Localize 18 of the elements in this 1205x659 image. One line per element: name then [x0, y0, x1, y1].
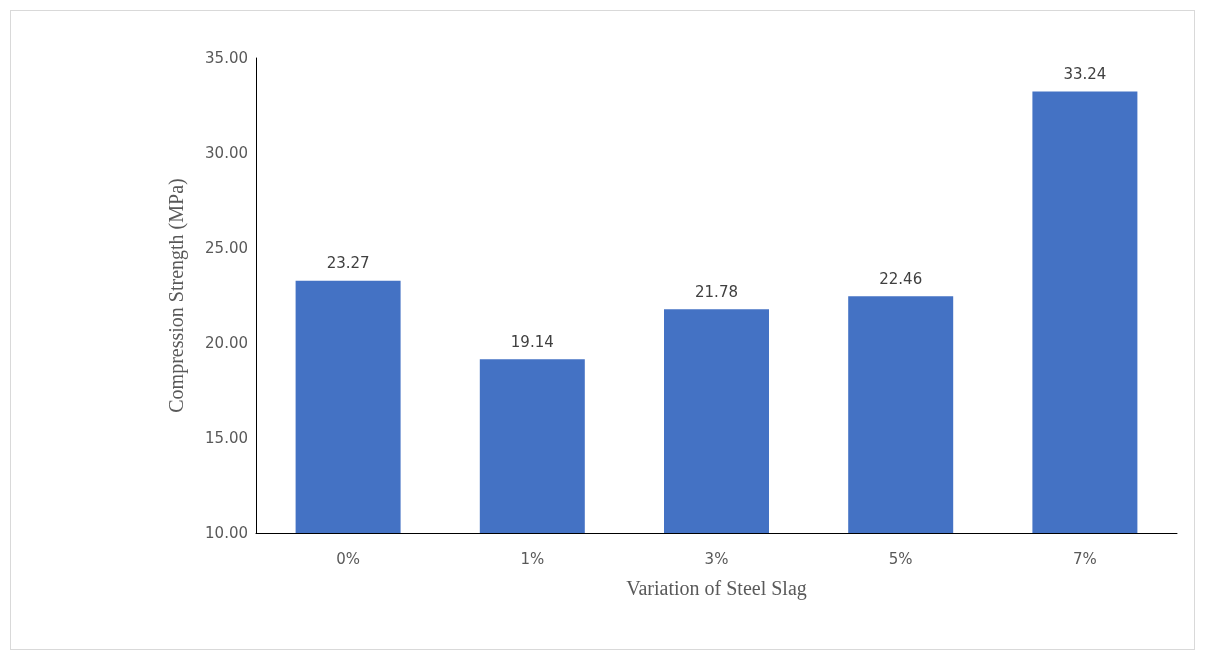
y-tick-label: 20.00	[205, 334, 248, 352]
data-label: 22.46	[879, 269, 923, 288]
y-tick-label: 10.00	[205, 524, 248, 542]
x-tick-label: 1%	[520, 549, 545, 568]
x-axis-title: Variation of Steel Slag	[626, 577, 807, 600]
data-label: 19.14	[510, 332, 554, 351]
x-tick-label: 3%	[704, 549, 729, 568]
data-label: 21.78	[695, 282, 738, 301]
x-tick-label: 7%	[1073, 549, 1097, 568]
y-tick-label: 25.00	[205, 239, 248, 257]
y-tick-label: 35.00	[205, 49, 248, 67]
x-tick-label: 0%	[336, 549, 360, 568]
y-axis-title: Compression Strength (MPa)	[165, 178, 188, 413]
data-label: 33.24	[1063, 64, 1107, 83]
y-tick-label: 15.00	[205, 429, 248, 447]
x-tick-label: 5%	[888, 549, 913, 568]
data-label: 23.27	[326, 254, 370, 273]
y-tick-label: 30.00	[205, 144, 248, 162]
